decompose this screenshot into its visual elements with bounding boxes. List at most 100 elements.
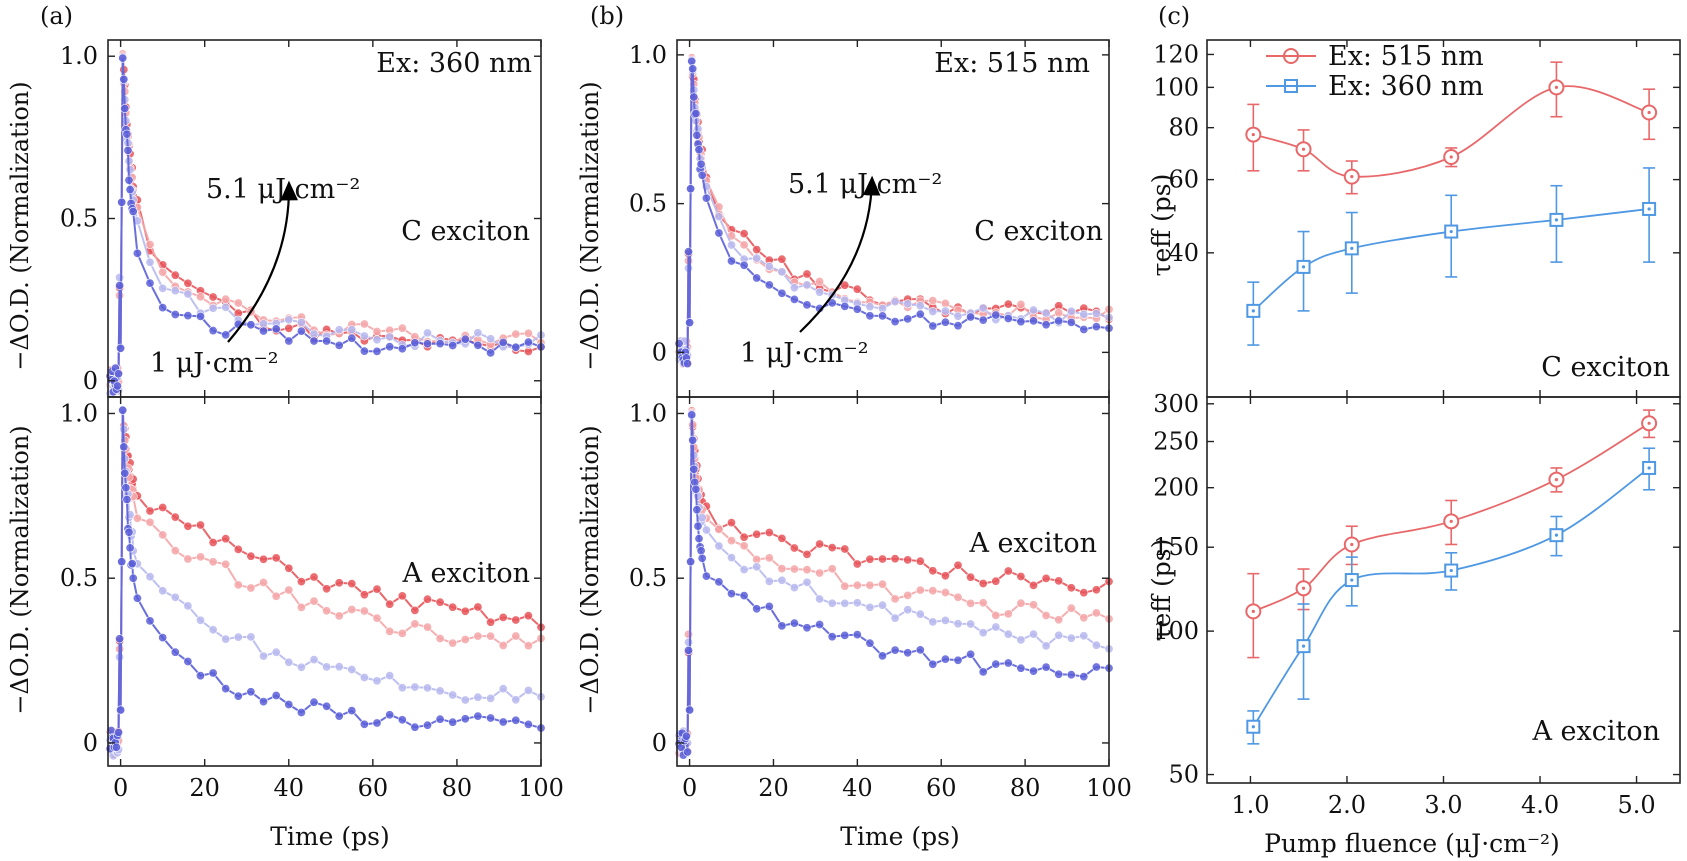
decay-point: [296, 602, 306, 612]
decay-point: [271, 690, 281, 700]
decay-point: [991, 610, 1001, 620]
decay-point: [714, 212, 724, 222]
decay-point: [714, 541, 724, 551]
decay-point: [840, 544, 850, 554]
legend-marker-360: [1284, 79, 1298, 93]
decay-point: [233, 580, 243, 590]
decay-point: [777, 254, 787, 264]
decay-point: [752, 604, 762, 614]
decay-point: [124, 175, 134, 185]
decay-point: [1041, 610, 1051, 620]
decay-point: [978, 315, 988, 325]
x-tick-label: 4.0: [1521, 791, 1559, 819]
decay-point: [1066, 603, 1076, 613]
decay-point: [170, 309, 180, 319]
decay-point: [208, 303, 218, 313]
decay-point: [284, 315, 294, 325]
x-tick-label: 80: [442, 774, 473, 802]
decay-point: [726, 553, 736, 563]
decay-point: [840, 598, 850, 608]
decay-point: [498, 640, 508, 650]
point-360-dot: [1301, 265, 1306, 269]
decay-point: [1003, 566, 1013, 576]
decay-point: [125, 543, 135, 553]
decay-point: [435, 633, 445, 643]
decay-point: [966, 572, 976, 582]
decay-point: [696, 546, 706, 556]
decay-point: [953, 311, 963, 321]
decay-point: [385, 332, 395, 342]
decay-point: [928, 659, 938, 669]
decay-point: [385, 342, 395, 352]
decay-point: [696, 159, 706, 169]
decay-point: [473, 328, 483, 338]
decay-point: [890, 594, 900, 604]
decay-point: [473, 631, 483, 641]
decay-point: [498, 337, 508, 347]
plot-frame: [676, 396, 1110, 767]
decay-point: [284, 323, 294, 333]
decay-point: [928, 296, 938, 306]
decay-point: [208, 537, 218, 547]
decay-point: [694, 145, 704, 155]
decay-point: [347, 706, 357, 716]
x-tick-label: 100: [1086, 774, 1132, 802]
decay-line-3: [678, 414, 1110, 756]
decay-point: [359, 346, 369, 356]
y-tick-label: 120: [1153, 40, 1199, 68]
decay-point: [196, 615, 206, 625]
decay-point: [852, 559, 862, 569]
decay-point: [334, 711, 344, 721]
decay-point: [170, 512, 180, 522]
decay-point: [802, 623, 812, 633]
decay-point: [752, 245, 762, 255]
decay-point: [991, 659, 1001, 669]
decay-point: [258, 697, 268, 707]
ylabel-b-bottom: −ΔO.D. (Normalization): [576, 425, 604, 714]
panel-label-b: (b): [590, 2, 624, 30]
x-tick-label: 20: [189, 774, 220, 802]
decay-point: [125, 185, 135, 195]
point-515-dot: [1647, 110, 1651, 115]
decay-point: [523, 719, 533, 729]
panel-b: 0 0.5 1.0 0 0.5 1.0 0 20 40 60 80 100: [629, 39, 1132, 802]
decay-point: [752, 273, 762, 283]
y-tick-label: 0.5: [60, 564, 98, 592]
decay-point: [688, 435, 698, 445]
decay-point: [903, 299, 913, 309]
decay-point: [334, 325, 344, 335]
decay-point: [827, 543, 837, 553]
annotation-excitation-b: Ex: 515 nm: [934, 48, 1090, 79]
decay-point: [334, 340, 344, 350]
decay-point: [359, 590, 369, 600]
decay-point: [183, 289, 193, 299]
decay-point: [120, 104, 130, 114]
decay-point: [511, 715, 521, 725]
decay-point: [940, 317, 950, 327]
x-tick-label: 100: [518, 774, 564, 802]
decay-point: [208, 668, 218, 678]
decay-point: [385, 710, 395, 720]
decay-point: [991, 622, 1001, 632]
decay-point: [1029, 316, 1039, 326]
decay-point: [685, 318, 695, 328]
decay-point: [682, 747, 692, 757]
decay-point: [966, 598, 976, 608]
annotation-high-fluence-b: 5.1 μJ·cm⁻²: [788, 169, 942, 200]
point-360-dot: [1647, 466, 1651, 470]
x-tick-label: 5.0: [1617, 791, 1655, 819]
y-tick-label: 1.0: [629, 399, 667, 427]
decay-point: [334, 662, 344, 672]
decay-point: [865, 311, 875, 321]
decay-point: [115, 272, 125, 282]
point-360-dot: [1301, 644, 1306, 648]
decay-point: [697, 170, 707, 180]
decay-point: [966, 649, 976, 659]
decay-point: [1029, 600, 1039, 610]
decay-point: [183, 601, 193, 611]
decay-point: [978, 303, 988, 313]
decay-point: [385, 599, 395, 609]
decay-point: [296, 577, 306, 587]
decay-point: [448, 717, 458, 727]
decay-point: [221, 302, 231, 312]
